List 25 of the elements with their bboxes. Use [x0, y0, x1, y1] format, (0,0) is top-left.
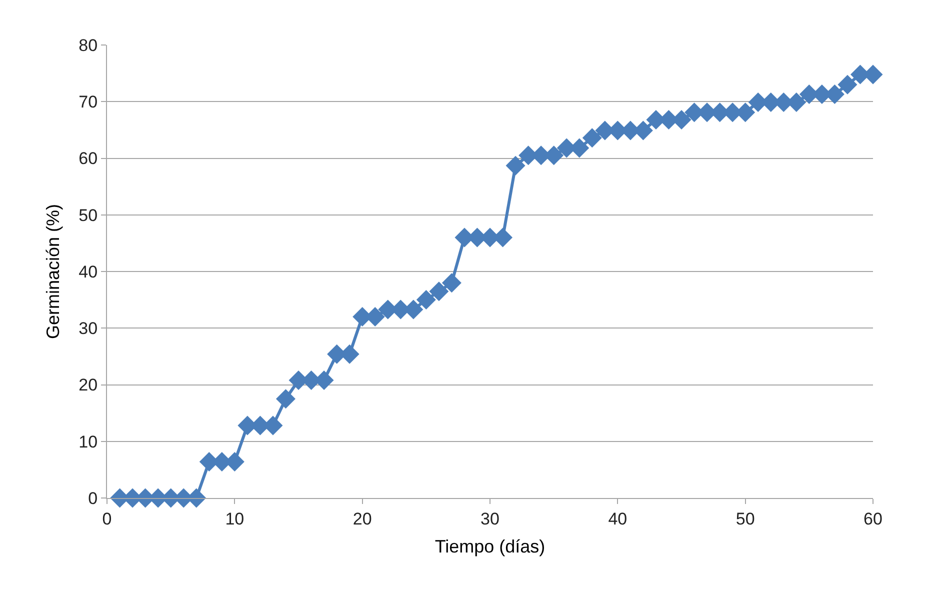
x-tick-label: 50 [736, 509, 755, 528]
x-axis-title: Tiempo (días) [434, 536, 546, 556]
y-tick-label: 20 [78, 376, 98, 395]
y-tick-label: 30 [78, 319, 98, 338]
y-tick-label: 70 [78, 92, 98, 112]
x-tick-label: 40 [608, 509, 628, 528]
y-tick-label: 50 [78, 206, 98, 225]
y-tick-label: 80 [78, 36, 98, 55]
x-tick-label: 30 [480, 509, 500, 528]
x-tick-label: 60 [864, 509, 882, 528]
point [838, 74, 858, 94]
point [276, 389, 296, 409]
x-tick-label: 10 [225, 509, 244, 528]
x-tick-label: 20 [352, 509, 372, 528]
point [416, 290, 436, 310]
point [429, 282, 449, 302]
point [442, 273, 462, 293]
y-tick-label: 10 [78, 432, 98, 452]
y-tick-label: 40 [78, 262, 98, 282]
y-axis-title: Germinación (%) [42, 204, 63, 340]
y-tick-label: 60 [78, 149, 98, 168]
point [582, 128, 602, 148]
point [506, 156, 526, 176]
x-tick-label: 0 [102, 509, 112, 528]
y-tick-label: 0 [88, 488, 98, 508]
